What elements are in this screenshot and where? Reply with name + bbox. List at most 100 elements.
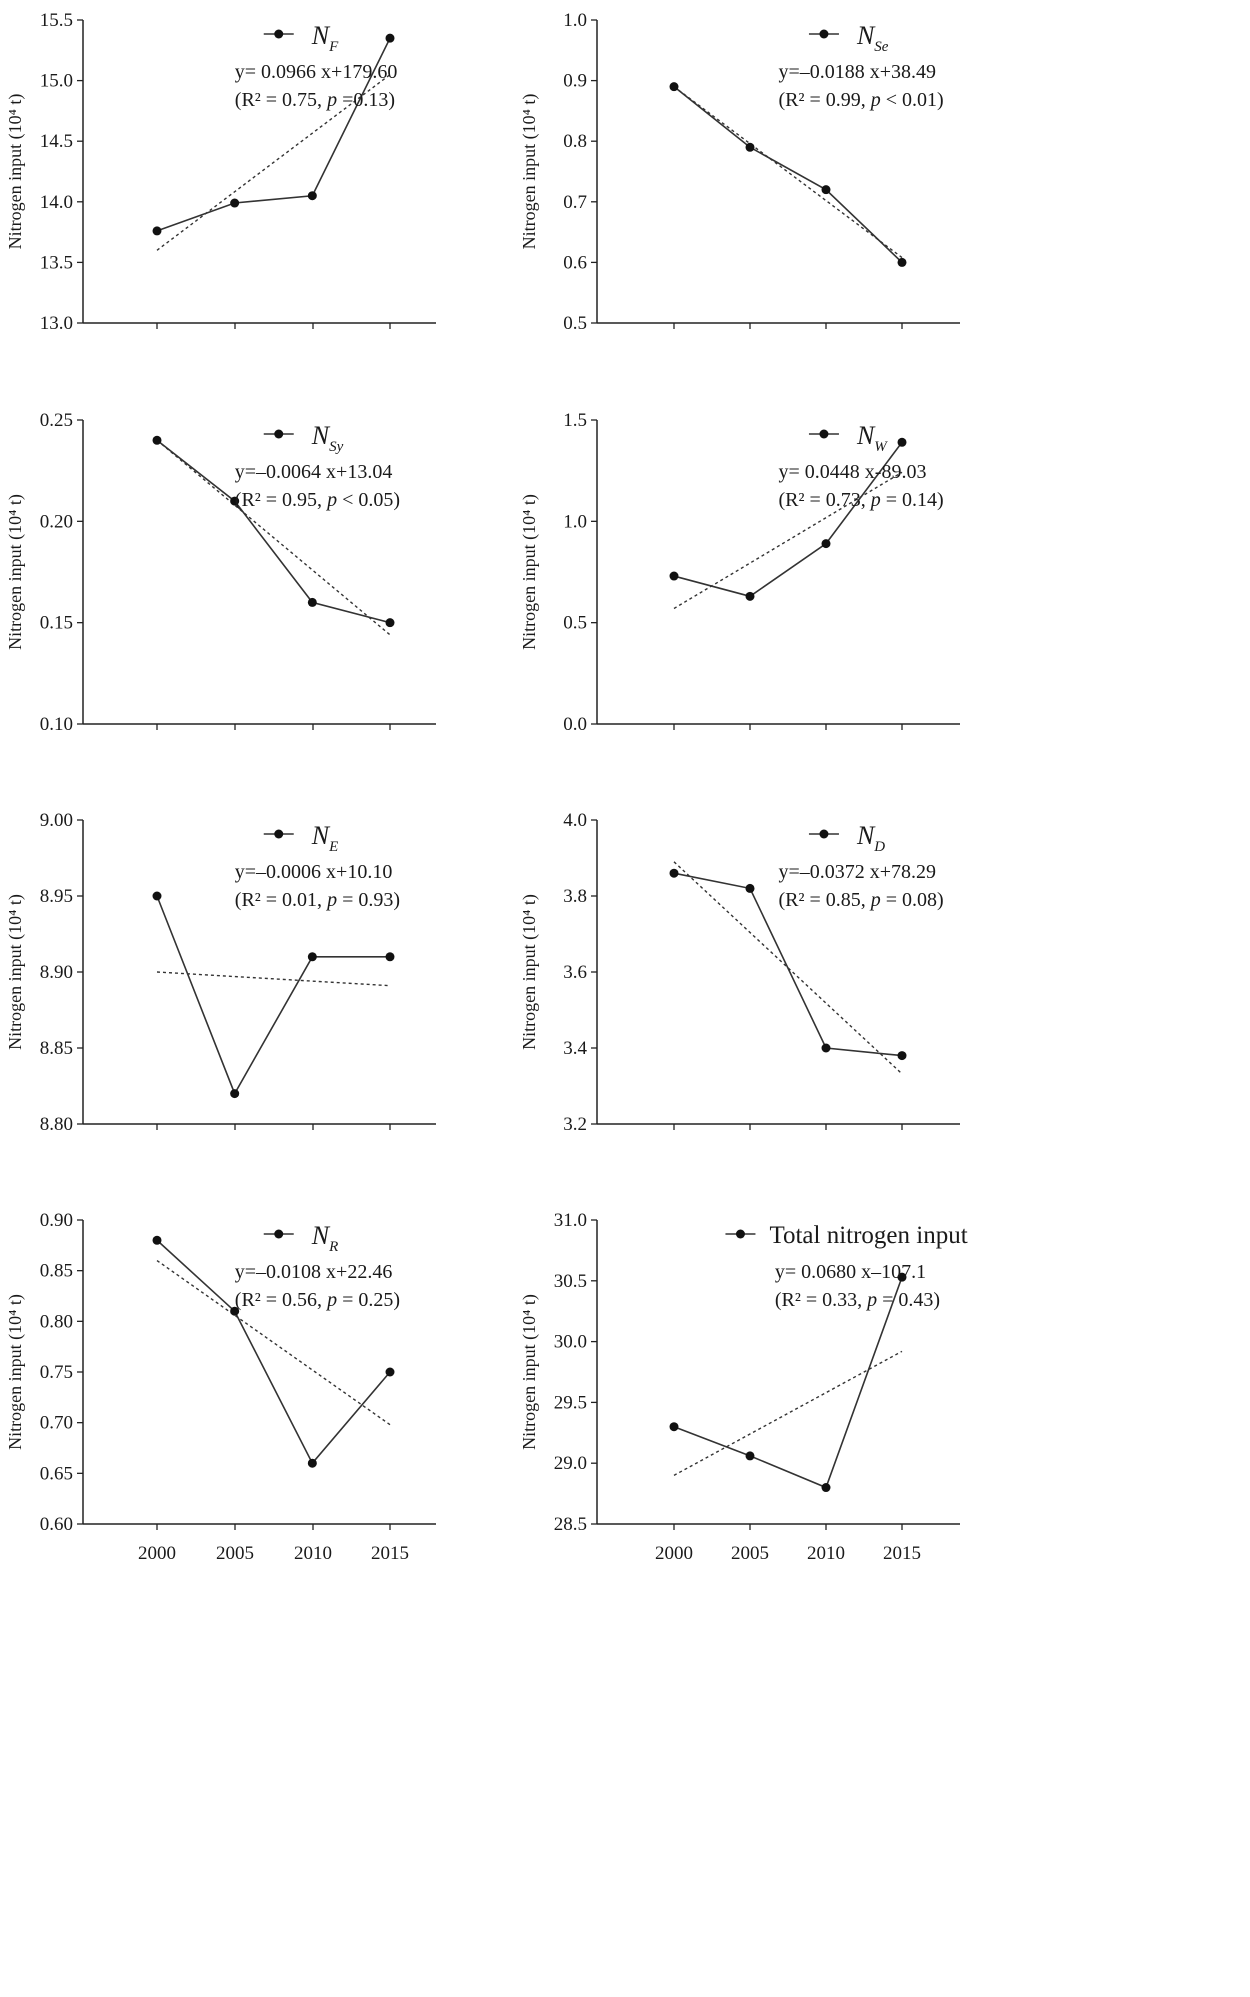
fit-r2: (R² = 0.85, [779, 889, 871, 911]
y-tick-label: 0.90 [40, 1210, 73, 1231]
y-tick-label: 0.10 [40, 714, 73, 735]
data-point [669, 868, 679, 878]
fit-p-label: p [869, 89, 881, 111]
y-axis-label: Nitrogen input (10⁴ t) [5, 494, 26, 650]
data-point [821, 1483, 831, 1493]
y-tick-label: 29.5 [554, 1392, 587, 1413]
fit-r2: (R² = 0.73, [779, 489, 871, 511]
y-tick-label: 0.20 [40, 511, 73, 532]
y-tick-label: 4.0 [563, 810, 587, 831]
y-axis-label: Nitrogen input (10⁴ t) [519, 94, 540, 250]
data-point [745, 883, 755, 893]
fit-p-value: = 0.93) [337, 889, 400, 911]
legend-marker [274, 1229, 284, 1239]
panel-7: 0.60 0.65 0.70 0.75 0.80 0.85 0.90 2000 2005 2010… [5, 1210, 436, 1564]
data-point [897, 257, 907, 267]
legend-subscript: F [328, 39, 339, 55]
fit-p-label: p [325, 489, 337, 511]
fit-stats: (R² = 0.75, p =0.13) [235, 89, 395, 111]
y-tick-label: 0.5 [563, 613, 587, 634]
fit-p-label: p [869, 889, 881, 911]
x-tick-label: 2015 [883, 1543, 921, 1564]
y-tick-label: 31.0 [554, 1210, 587, 1231]
y-tick-label: 0.7 [563, 192, 587, 213]
fit-p-value: < 0.01) [881, 89, 944, 111]
y-tick-label: 30.0 [554, 1332, 587, 1353]
legend-main: N [311, 421, 331, 450]
data-point [230, 1089, 240, 1099]
y-tick-label: 13.0 [40, 313, 73, 334]
y-tick-label: 8.95 [40, 886, 73, 907]
y-tick-label: 1.0 [563, 10, 587, 31]
y-tick-label: 0.8 [563, 131, 587, 152]
y-tick-label: 0.9 [563, 71, 587, 92]
equation: y=–0.0188 x+38.49 [779, 61, 937, 83]
legend-subscript: R [328, 1239, 338, 1255]
legend-main: N [856, 21, 876, 50]
fit-stats: (R² = 0.01, p = 0.93) [235, 889, 400, 911]
y-tick-label: 0.85 [40, 1261, 73, 1282]
panel-3: 0.10 0.15 0.20 0.25 Nitrogen input (10⁴ t) NS… [5, 410, 436, 735]
data-point [385, 952, 395, 962]
y-tick-label: 29.0 [554, 1453, 587, 1474]
legend-marker [819, 829, 829, 839]
y-axis-label: Nitrogen input (10⁴ t) [519, 494, 540, 650]
fit-p-value: =0.13) [337, 89, 395, 111]
legend-label: NSe [856, 21, 889, 55]
legend-main: N [311, 821, 331, 850]
legend: NR [263, 1221, 338, 1255]
legend-label: NSy [311, 421, 344, 455]
data-point [307, 1458, 317, 1468]
data-point [230, 496, 240, 506]
data-point [385, 618, 395, 628]
legend: ND [808, 821, 885, 855]
trend-line [156, 439, 391, 636]
fit-r2: (R² = 0.99, [779, 89, 871, 111]
legend-subscript: W [874, 439, 888, 455]
legend-main: N [856, 821, 876, 850]
fit-stats: (R² = 0.56, p = 0.25) [235, 1289, 400, 1311]
legend: NF [263, 21, 339, 55]
data-point [745, 591, 755, 601]
series-line [156, 1239, 391, 1465]
data-point [152, 1235, 162, 1245]
fit-r2: (R² = 0.33, [775, 1289, 867, 1311]
data-point [152, 891, 162, 901]
y-tick-label: 0.75 [40, 1362, 73, 1383]
y-tick-label: 3.8 [563, 886, 587, 907]
data-point [745, 142, 755, 152]
fit-stats: (R² = 0.95, p < 0.05) [235, 489, 400, 511]
x-tick-label: 2010 [807, 1543, 845, 1564]
data-point [669, 82, 679, 92]
legend-marker [735, 1229, 745, 1239]
series-line [156, 439, 391, 624]
legend-main: N [856, 421, 876, 450]
legend-subscript: D [873, 839, 885, 855]
data-point [897, 1272, 907, 1282]
y-tick-label: 30.5 [554, 1271, 587, 1292]
data-point [307, 191, 317, 201]
fit-p-value: = 0.08) [881, 889, 944, 911]
panel-5: 8.80 8.85 8.90 8.95 9.00 Nitrogen input (10⁴ … [5, 810, 436, 1135]
legend-label: NF [311, 21, 339, 55]
y-tick-label: 0.5 [563, 313, 587, 334]
x-tick-label: 2010 [294, 1543, 332, 1564]
data-point [669, 1422, 679, 1432]
fit-r2: (R² = 0.56, [235, 1289, 327, 1311]
trend-line [156, 1259, 391, 1426]
fit-r2: (R² = 0.75, [235, 89, 327, 111]
legend: NE [263, 821, 338, 855]
y-tick-label: 1.0 [563, 511, 587, 532]
y-tick-label: 15.5 [40, 10, 73, 31]
fit-p-value: = 0.14) [881, 489, 944, 511]
series-line [673, 872, 903, 1057]
trend-line [156, 74, 391, 251]
y-tick-label: 0.60 [40, 1514, 73, 1535]
y-tick-label: 1.5 [563, 410, 587, 431]
fit-p-label: p [325, 889, 337, 911]
trend-line [673, 861, 903, 1075]
series-line [156, 37, 391, 232]
fit-p-value: = 0.25) [337, 1289, 400, 1311]
legend-main: N [311, 21, 331, 50]
